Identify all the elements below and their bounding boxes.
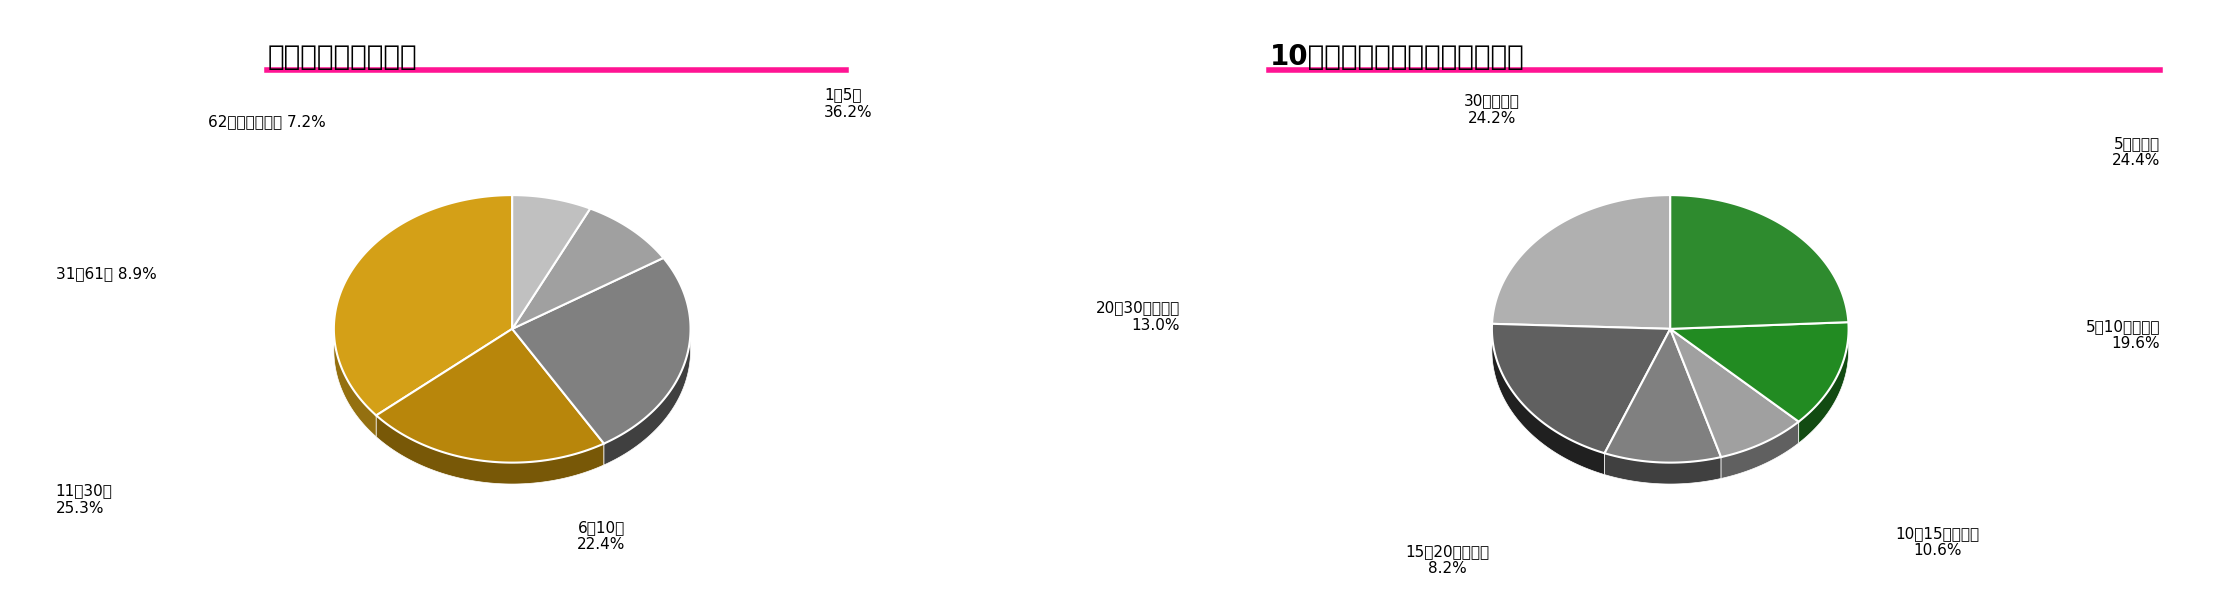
Polygon shape: [604, 258, 690, 465]
Polygon shape: [1492, 324, 1606, 474]
Polygon shape: [334, 195, 512, 415]
Text: 6〜10日
22.4%: 6〜10日 22.4%: [577, 519, 626, 552]
Polygon shape: [1721, 421, 1799, 479]
Polygon shape: [1606, 329, 1721, 463]
Polygon shape: [1670, 329, 1799, 457]
Text: 11〜30日
25.3%: 11〜30日 25.3%: [56, 483, 114, 516]
Text: 30万円以上
24.2%: 30万円以上 24.2%: [1463, 93, 1521, 126]
Polygon shape: [376, 415, 604, 484]
Polygon shape: [376, 329, 604, 463]
Polygon shape: [1670, 195, 1848, 343]
Text: 10〜15万円未満
10.6%: 10〜15万円未満 10.6%: [1895, 526, 1980, 558]
Polygon shape: [512, 195, 590, 329]
Polygon shape: [512, 258, 690, 443]
Text: 退院患者の在院日数: 退院患者の在院日数: [267, 43, 416, 71]
Text: 10日以内の入院での自己負担額: 10日以内の入院での自己負担額: [1269, 43, 1523, 71]
Text: 1〜5日
36.2%: 1〜5日 36.2%: [824, 87, 873, 120]
Polygon shape: [1799, 322, 1848, 443]
Text: 31〜61日 8.9%: 31〜61日 8.9%: [56, 267, 156, 281]
Polygon shape: [1492, 195, 1670, 329]
Polygon shape: [1670, 322, 1848, 421]
Polygon shape: [512, 208, 664, 329]
Text: 62日以上・不詳 7.2%: 62日以上・不詳 7.2%: [209, 114, 325, 129]
Text: 5〜10万円未満
19.6%: 5〜10万円未満 19.6%: [2087, 319, 2160, 351]
Text: 20〜30万円未満
13.0%: 20〜30万円未満 13.0%: [1096, 300, 1180, 333]
Polygon shape: [334, 195, 512, 437]
Text: 15〜20万円未満
8.2%: 15〜20万円未満 8.2%: [1405, 544, 1490, 577]
Polygon shape: [1606, 453, 1721, 484]
Polygon shape: [1670, 195, 1848, 329]
Text: 5万円未満
24.4%: 5万円未満 24.4%: [2111, 136, 2160, 169]
Polygon shape: [1492, 195, 1670, 345]
Polygon shape: [1492, 324, 1670, 453]
